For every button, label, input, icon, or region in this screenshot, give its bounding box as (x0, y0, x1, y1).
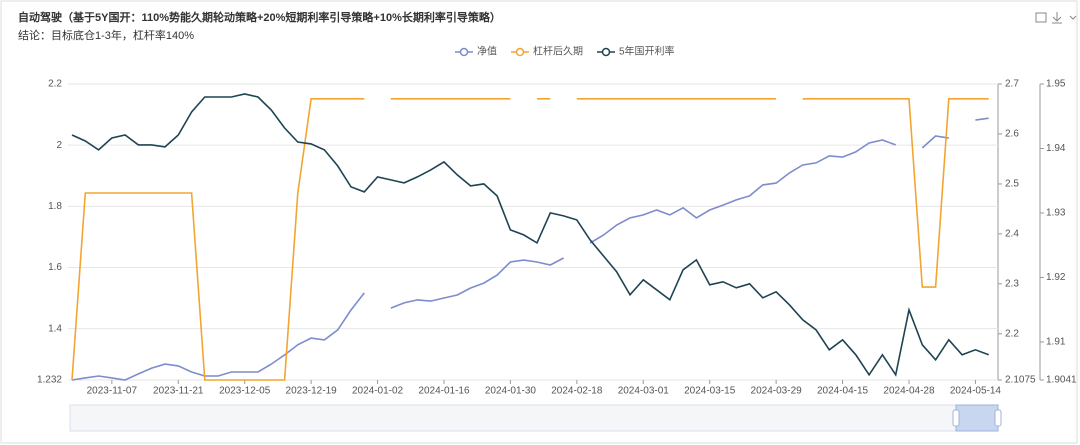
x-tick-label: 2024-01-30 (485, 386, 537, 397)
zoom-window[interactable] (955, 404, 999, 432)
y3-tick-label: 1.95 (1046, 79, 1066, 90)
y-tick-label: 1.6 (48, 262, 62, 273)
x-tick-label: 2024-03-01 (618, 386, 670, 397)
legend-label: 净值 (477, 45, 497, 58)
x-tick-label: 2024-01-02 (352, 386, 404, 397)
x-tick-label: 2024-03-29 (751, 386, 803, 397)
legend-marker (601, 47, 611, 57)
y-tick-label: 2.2 (48, 79, 62, 90)
x-tick-label: 2024-02-18 (551, 386, 603, 397)
x-tick-label: 2023-12-05 (219, 386, 271, 397)
legend-label: 杠杆后久期 (533, 45, 583, 58)
y3-tick-label: 1.9041 (1046, 375, 1077, 386)
download-icon[interactable] (1052, 12, 1062, 24)
legend-label: 5年国开利率 (619, 45, 675, 58)
series-line (71, 98, 989, 381)
y3-tick-label: 1.94 (1046, 143, 1066, 154)
y2-tick-label: 2.3 (1005, 278, 1019, 289)
y-tick-label: 1.232 (37, 375, 62, 386)
x-tick-label: 2023-11-07 (87, 386, 138, 397)
y2-tick-label: 2.5 (1005, 179, 1019, 190)
y-tick-label: 1.8 (48, 201, 62, 212)
toolbar[interactable] (1035, 12, 1077, 24)
zoom-track[interactable] (69, 404, 999, 432)
y3-tick-label: 1.92 (1046, 272, 1066, 283)
x-tick-label: 2024-05-14 (950, 386, 1002, 397)
y2-tick-label: 2.6 (1005, 129, 1019, 140)
legend-marker (459, 47, 469, 57)
y3-tick-label: 1.93 (1046, 208, 1066, 219)
y2-tick-label: 2.2 (1005, 328, 1019, 339)
y-tick-label: 2 (56, 140, 62, 151)
y-tick-label: 1.4 (48, 323, 62, 334)
series-line (71, 117, 989, 381)
x-tick-label: 2023-12-19 (286, 386, 338, 397)
y2-tick-label: 2.4 (1005, 229, 1019, 240)
y2-tick-label: 2.1075 (1005, 375, 1036, 386)
legend-marker (515, 47, 525, 57)
x-tick-label: 2024-04-15 (817, 386, 869, 397)
series-line (71, 93, 989, 377)
x-tick-label: 2024-01-16 (418, 386, 470, 397)
x-tick-label: 2023-11-21 (153, 386, 204, 397)
y2-tick-label: 2.7 (1005, 79, 1019, 90)
data-zoom[interactable] (69, 404, 1002, 432)
menu-icon[interactable] (1069, 15, 1077, 20)
zoom-handle[interactable] (994, 409, 1002, 427)
chart-title: 自动驾驶（基于5Y国开：110%势能久期轮动策略+20%短期利率引导策略+10%… (18, 10, 501, 24)
y3-tick-label: 1.91 (1046, 337, 1066, 348)
chart-subtitle: 结论：目标底仓1-3年，杠杆率140% (18, 28, 194, 42)
zoom-handle[interactable] (952, 409, 960, 427)
image-icon[interactable] (1035, 12, 1047, 23)
x-tick-label: 2024-03-15 (684, 386, 736, 397)
x-tick-label: 2024-04-28 (883, 386, 935, 397)
